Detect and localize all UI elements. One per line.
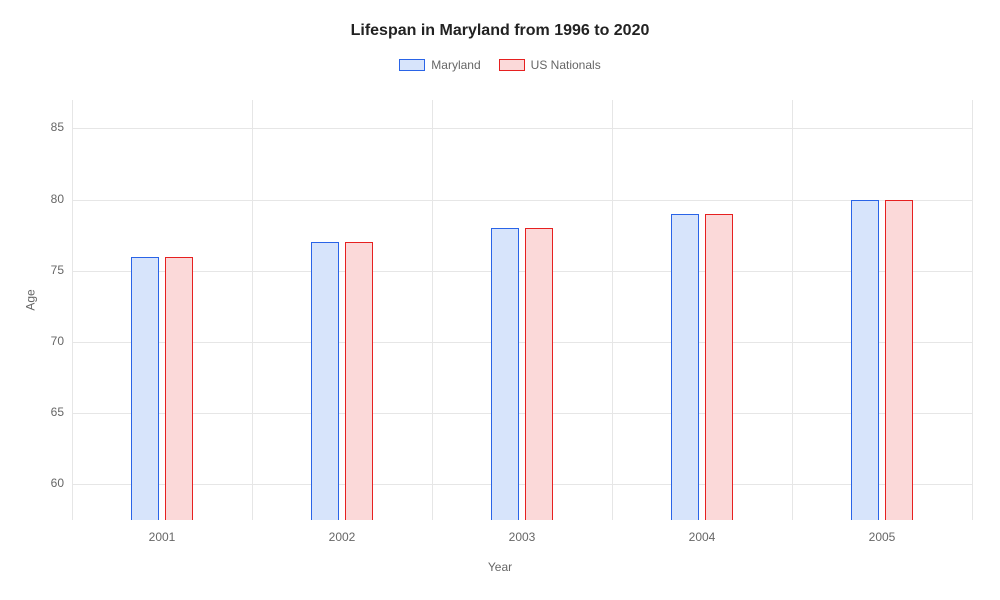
legend: Maryland US Nationals xyxy=(0,58,1000,72)
legend-swatch-us-nationals xyxy=(499,59,525,71)
legend-item-us-nationals[interactable]: US Nationals xyxy=(499,58,601,72)
x-axis-label: Year xyxy=(0,560,1000,574)
x-tick-label: 2001 xyxy=(142,530,182,544)
bar[interactable] xyxy=(491,228,519,520)
y-axis-label: Age xyxy=(24,289,38,310)
bar[interactable] xyxy=(165,257,193,520)
y-tick-label: 80 xyxy=(51,192,64,206)
gridline-vertical xyxy=(432,100,433,520)
bar[interactable] xyxy=(345,242,373,520)
legend-label: Maryland xyxy=(431,58,480,72)
gridline-vertical xyxy=(72,100,73,520)
x-tick-label: 2003 xyxy=(502,530,542,544)
bar[interactable] xyxy=(671,214,699,520)
bar[interactable] xyxy=(131,257,159,520)
gridline-horizontal xyxy=(72,342,972,343)
y-tick-label: 60 xyxy=(51,476,64,490)
y-tick-label: 70 xyxy=(51,334,64,348)
x-tick-label: 2005 xyxy=(862,530,902,544)
bar[interactable] xyxy=(885,200,913,520)
chart-container: Lifespan in Maryland from 1996 to 2020 M… xyxy=(0,0,1000,600)
gridline-horizontal xyxy=(72,413,972,414)
gridline-horizontal xyxy=(72,271,972,272)
legend-label: US Nationals xyxy=(531,58,601,72)
x-tick-label: 2002 xyxy=(322,530,362,544)
bar[interactable] xyxy=(851,200,879,520)
bar[interactable] xyxy=(705,214,733,520)
bar[interactable] xyxy=(525,228,553,520)
gridline-vertical xyxy=(792,100,793,520)
gridline-horizontal xyxy=(72,200,972,201)
gridline-vertical xyxy=(252,100,253,520)
legend-item-maryland[interactable]: Maryland xyxy=(399,58,480,72)
plot-area xyxy=(72,100,972,520)
gridline-horizontal xyxy=(72,128,972,129)
y-tick-label: 85 xyxy=(51,120,64,134)
x-tick-label: 2004 xyxy=(682,530,722,544)
bar[interactable] xyxy=(311,242,339,520)
legend-swatch-maryland xyxy=(399,59,425,71)
gridline-horizontal xyxy=(72,484,972,485)
gridline-vertical xyxy=(972,100,973,520)
y-tick-label: 65 xyxy=(51,405,64,419)
gridline-vertical xyxy=(612,100,613,520)
y-tick-label: 75 xyxy=(51,263,64,277)
chart-title: Lifespan in Maryland from 1996 to 2020 xyxy=(0,22,1000,40)
